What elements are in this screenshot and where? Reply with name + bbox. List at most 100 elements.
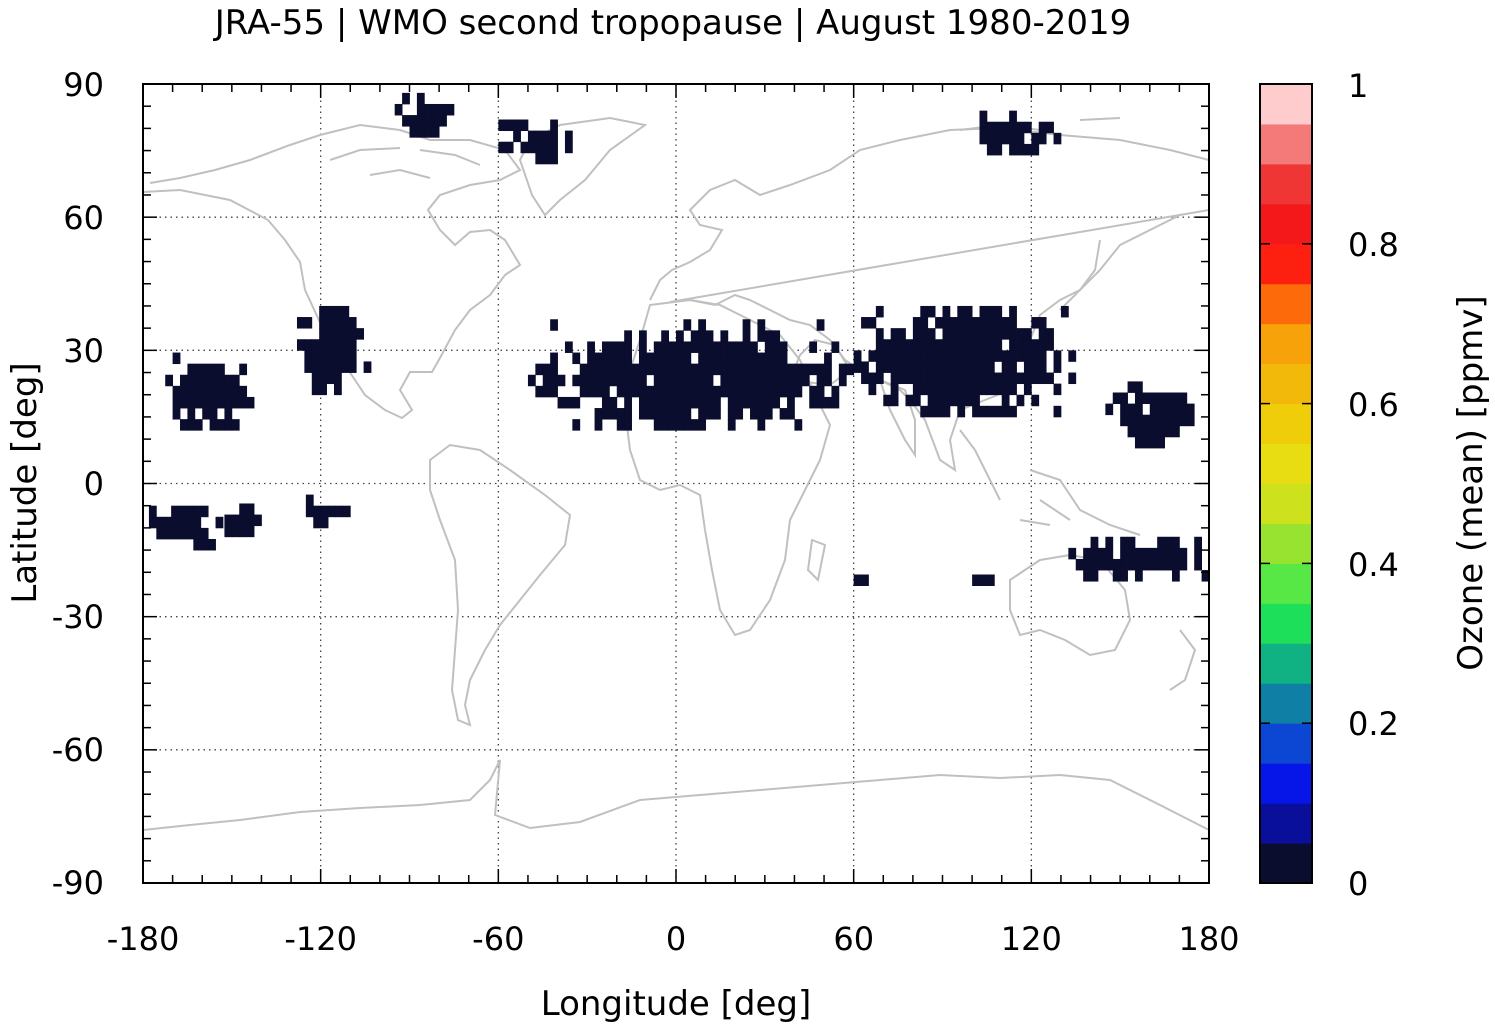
data-cell: [920, 328, 929, 340]
data-cell: [193, 516, 202, 529]
data-cell: [1105, 558, 1114, 571]
data-cell: [594, 419, 603, 431]
data-cell: [757, 319, 766, 331]
data-cell: [1120, 403, 1128, 416]
data-cell: [1142, 392, 1151, 404]
data-cell: [1046, 339, 1054, 351]
data-cell: [772, 330, 781, 342]
colorbar-segment: [1260, 283, 1312, 325]
data-cell: [1127, 425, 1136, 438]
data-cell: [1157, 558, 1165, 571]
data-cell: [187, 408, 196, 420]
data-cell: [912, 394, 921, 407]
data-cell: [779, 408, 788, 420]
data-cell: [209, 419, 218, 431]
data-cell: [341, 339, 350, 351]
data-cell: [890, 339, 899, 351]
data-cell: [1016, 372, 1025, 385]
data-cell: [1149, 403, 1158, 416]
data-cell: [979, 372, 988, 385]
data-cell: [986, 361, 995, 373]
data-cell: [942, 383, 951, 396]
data-cell: [1112, 558, 1121, 571]
data-cell: [942, 394, 951, 407]
data-cell: [1053, 405, 1062, 418]
data-cell: [727, 396, 736, 409]
data-cell: [920, 372, 929, 385]
data-cell: [1157, 536, 1165, 549]
data-cell: [402, 115, 410, 127]
data-cell: [942, 361, 951, 373]
data-cell: [348, 317, 357, 329]
data-cell: [957, 383, 966, 396]
data-cell: [883, 339, 892, 351]
data-cell: [809, 341, 818, 353]
data-cell: [742, 396, 751, 409]
data-cell: [1038, 350, 1047, 362]
data-cell: [304, 317, 313, 329]
data-cell: [683, 363, 692, 376]
data-cell: [653, 363, 662, 376]
data-cell: [668, 374, 677, 387]
data-cell: [957, 394, 966, 407]
data-cell: [202, 385, 211, 398]
data-cell: [957, 317, 966, 329]
data-cell: [905, 361, 914, 373]
data-cell: [187, 396, 196, 409]
data-cell: [527, 130, 536, 143]
data-cell: [949, 361, 958, 373]
colorbar-segment: [1260, 483, 1312, 524]
data-cell: [1186, 414, 1195, 427]
data-cell: [215, 516, 224, 529]
data-cell: [838, 363, 847, 376]
data-cell: [883, 394, 892, 407]
data-cell: [735, 352, 744, 365]
y-tick-label: 60: [63, 199, 104, 237]
data-cell: [1142, 547, 1151, 560]
x-tick-label: 0: [666, 920, 686, 958]
data-cell: [661, 341, 669, 353]
colorbar-segment: [1260, 843, 1312, 884]
data-cell: [905, 339, 914, 351]
data-cell: [305, 505, 314, 518]
colorbar-segment: [1260, 803, 1312, 844]
data-cell: [838, 374, 847, 387]
data-cell: [535, 385, 544, 398]
data-cell: [994, 405, 1003, 418]
data-cell: [550, 374, 558, 387]
grid-lines: [143, 84, 1209, 883]
data-cell: [964, 339, 973, 351]
data-cell: [1134, 403, 1143, 416]
data-cell: [912, 350, 921, 362]
data-cell: [861, 372, 869, 385]
data-cell: [1009, 339, 1017, 351]
data-cell: [178, 516, 187, 529]
data-cell: [185, 505, 194, 518]
data-cell: [676, 385, 684, 398]
data-cell: [816, 363, 825, 376]
data-cell: [742, 330, 751, 342]
data-cell: [698, 319, 707, 331]
data-cell: [986, 305, 995, 318]
data-cell: [624, 396, 632, 409]
data-cell: [616, 408, 625, 420]
data-cell: [898, 372, 906, 385]
data-cell: [994, 305, 1003, 318]
data-cell: [409, 126, 418, 138]
data-cell: [831, 341, 840, 353]
data-cell: [653, 352, 662, 365]
data-cell: [787, 385, 795, 398]
data-cell: [868, 372, 877, 385]
data-cell: [750, 352, 758, 365]
data-cell: [609, 374, 618, 387]
data-cell: [898, 361, 906, 373]
data-cell: [1149, 436, 1158, 449]
data-cell: [319, 350, 327, 362]
data-cell: [1016, 350, 1025, 362]
data-cell: [624, 330, 632, 342]
data-cell: [187, 419, 196, 431]
data-cell: [239, 514, 248, 527]
data-cell: [764, 352, 773, 365]
data-cell: [1009, 350, 1017, 362]
y-tick-label: -30: [52, 598, 104, 636]
